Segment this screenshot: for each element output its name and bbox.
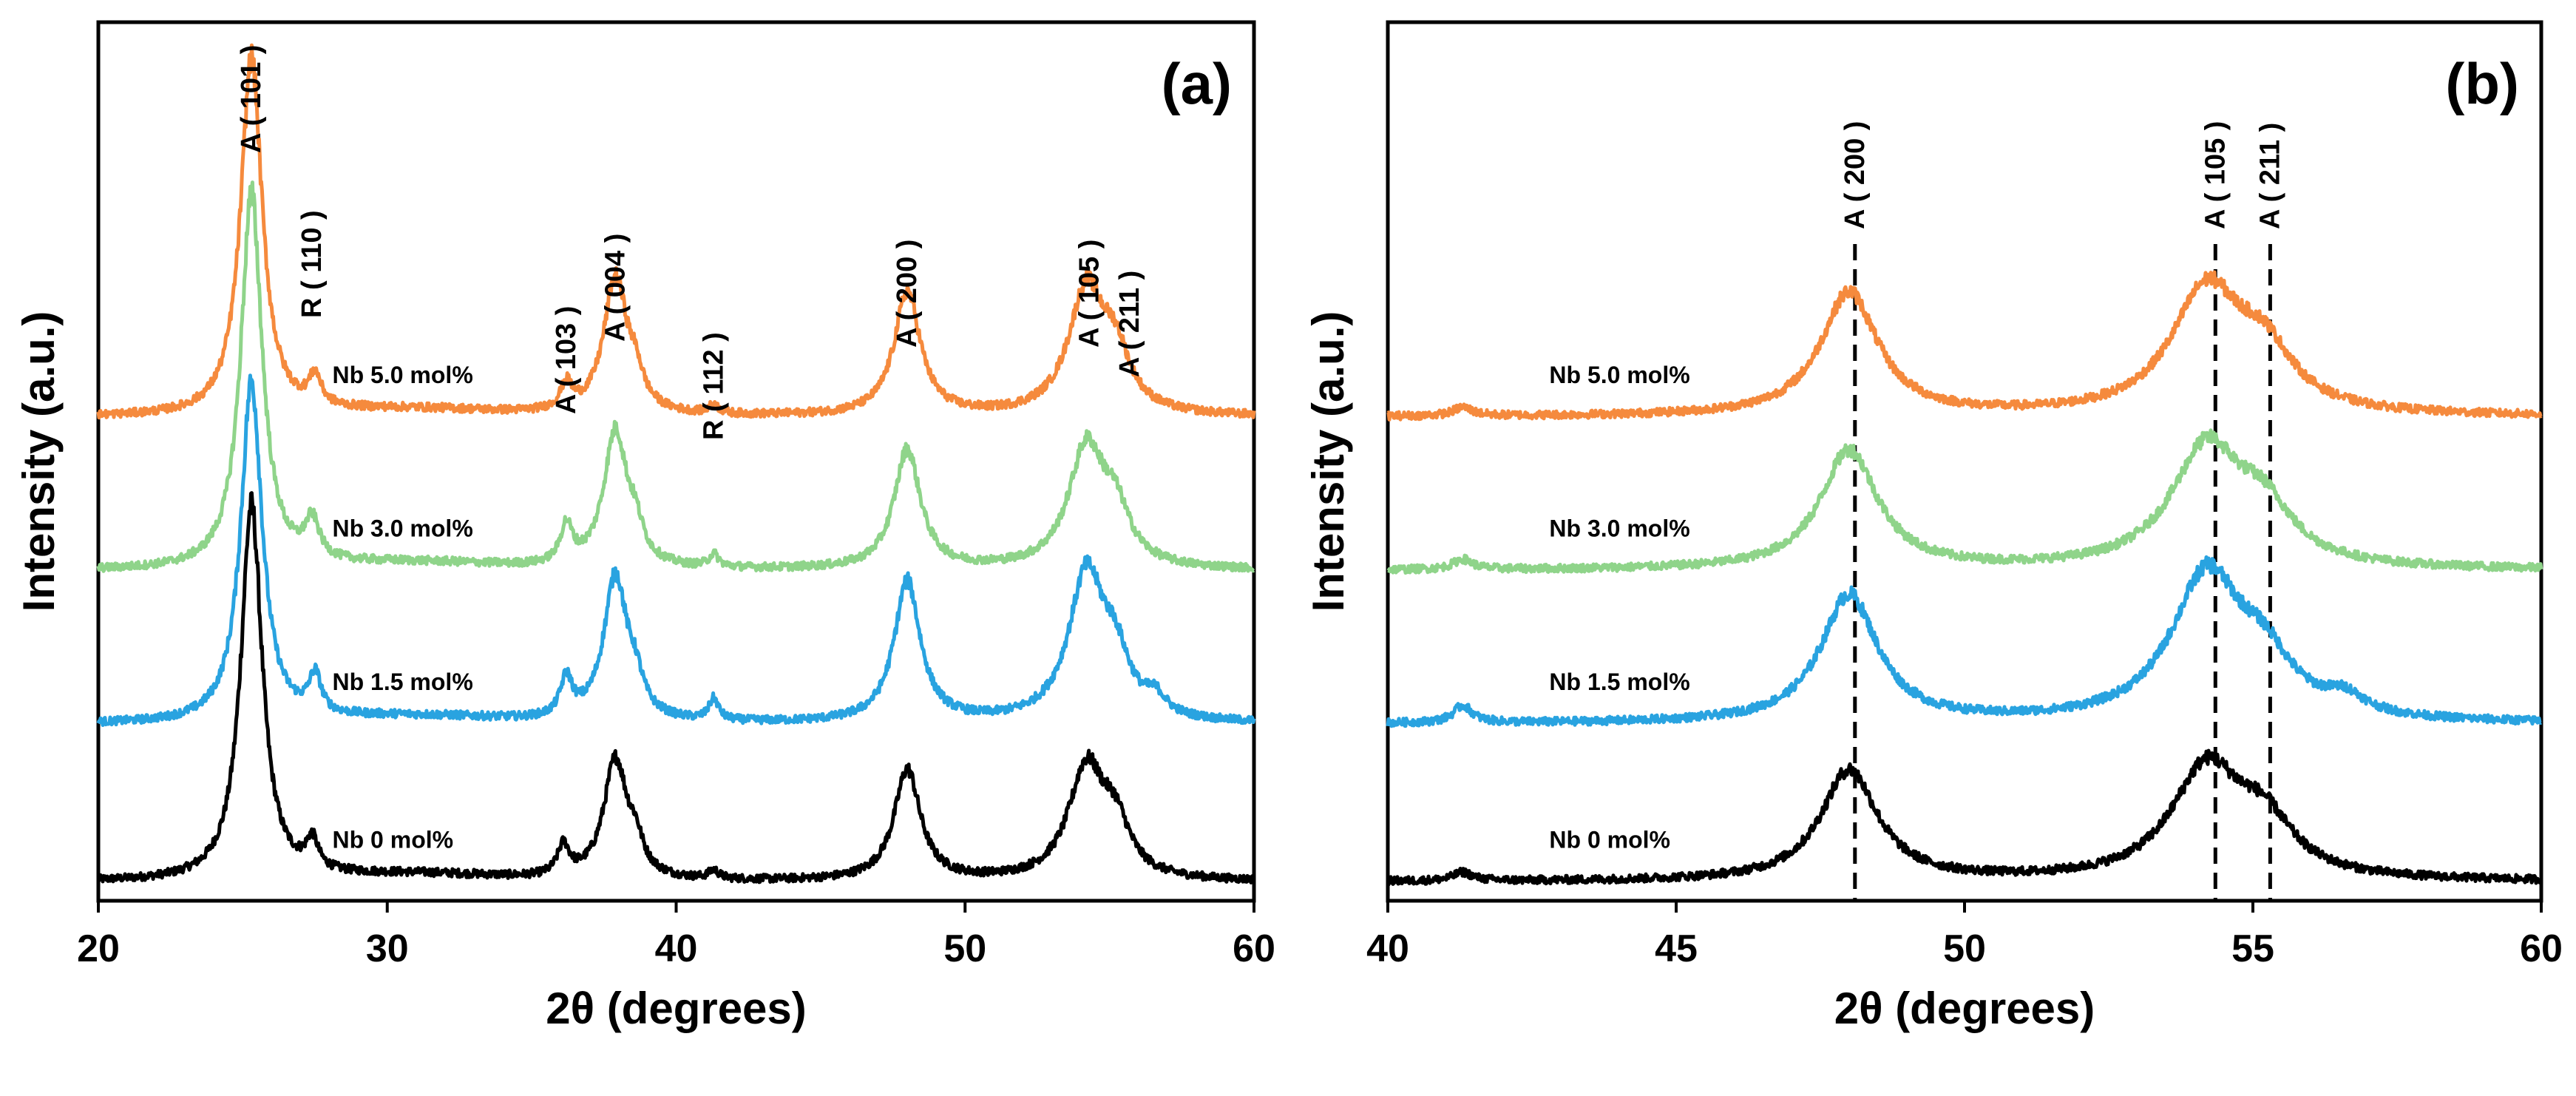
x-tick-label: 20 xyxy=(77,927,120,970)
x-axis-title: 2θ (degrees) xyxy=(546,984,807,1033)
series-line-nb-1-5-mol- xyxy=(96,373,1256,727)
series-line-nb-0-mol- xyxy=(96,491,1256,884)
series-line-nb-3-0-mol- xyxy=(1386,428,2543,575)
peak-label: A ( 101 ) xyxy=(236,45,267,153)
series-line-nb-1-5-mol- xyxy=(1386,555,2543,728)
peak-label: A ( 105 ) xyxy=(1074,240,1105,348)
series-label: Nb 0 mol% xyxy=(333,826,454,853)
x-tick-label: 50 xyxy=(1943,927,1986,970)
panel-label: (b) xyxy=(2445,51,2519,116)
series-label: Nb 0 mol% xyxy=(1549,826,1670,853)
peak-label: A ( 004 ) xyxy=(600,234,631,342)
series-line-nb-3-0-mol- xyxy=(96,180,1255,573)
series-line-nb-5-0-mol- xyxy=(1386,270,2543,422)
series-label: Nb 5.0 mol% xyxy=(333,362,473,388)
peak-label: R ( 110 ) xyxy=(296,210,328,318)
peak-label: A ( 105 ) xyxy=(2200,121,2231,229)
series-label: Nb 1.5 mol% xyxy=(1549,669,1689,695)
x-tick-label: 50 xyxy=(943,927,986,970)
peak-label: A ( 211 ) xyxy=(1114,271,1145,377)
series-label: Nb 5.0 mol% xyxy=(1549,362,1689,388)
peak-label: A ( 211 ) xyxy=(2254,123,2285,229)
panel-label: (a) xyxy=(1162,51,1232,116)
x-tick-label: 45 xyxy=(1655,927,1698,970)
x-tick-label: 40 xyxy=(1366,927,1409,970)
y-axis-title: Intensity (a.u.) xyxy=(1304,311,1353,612)
x-tick-label: 55 xyxy=(2231,927,2274,970)
series-line-nb-0-mol- xyxy=(1386,748,2543,887)
series-line-nb-5-0-mol- xyxy=(96,43,1256,420)
peak-label: A ( 200 ) xyxy=(892,240,923,348)
series-label: Nb 3.0 mol% xyxy=(333,515,473,541)
peak-label: R ( 112 ) xyxy=(698,332,729,440)
x-tick-label: 40 xyxy=(655,927,698,970)
series-label: Nb 1.5 mol% xyxy=(333,669,473,695)
x-axis-title: 2θ (degrees) xyxy=(1834,984,2095,1033)
x-tick-label: 30 xyxy=(366,927,409,970)
y-axis-title: Intensity (a.u.) xyxy=(14,311,64,612)
x-tick-label: 60 xyxy=(1233,927,1275,970)
peak-label: A ( 200 ) xyxy=(1840,121,1871,229)
x-tick-label: 60 xyxy=(2520,927,2563,970)
peak-label: A ( 103 ) xyxy=(551,306,582,414)
series-label: Nb 3.0 mol% xyxy=(1549,515,1689,541)
